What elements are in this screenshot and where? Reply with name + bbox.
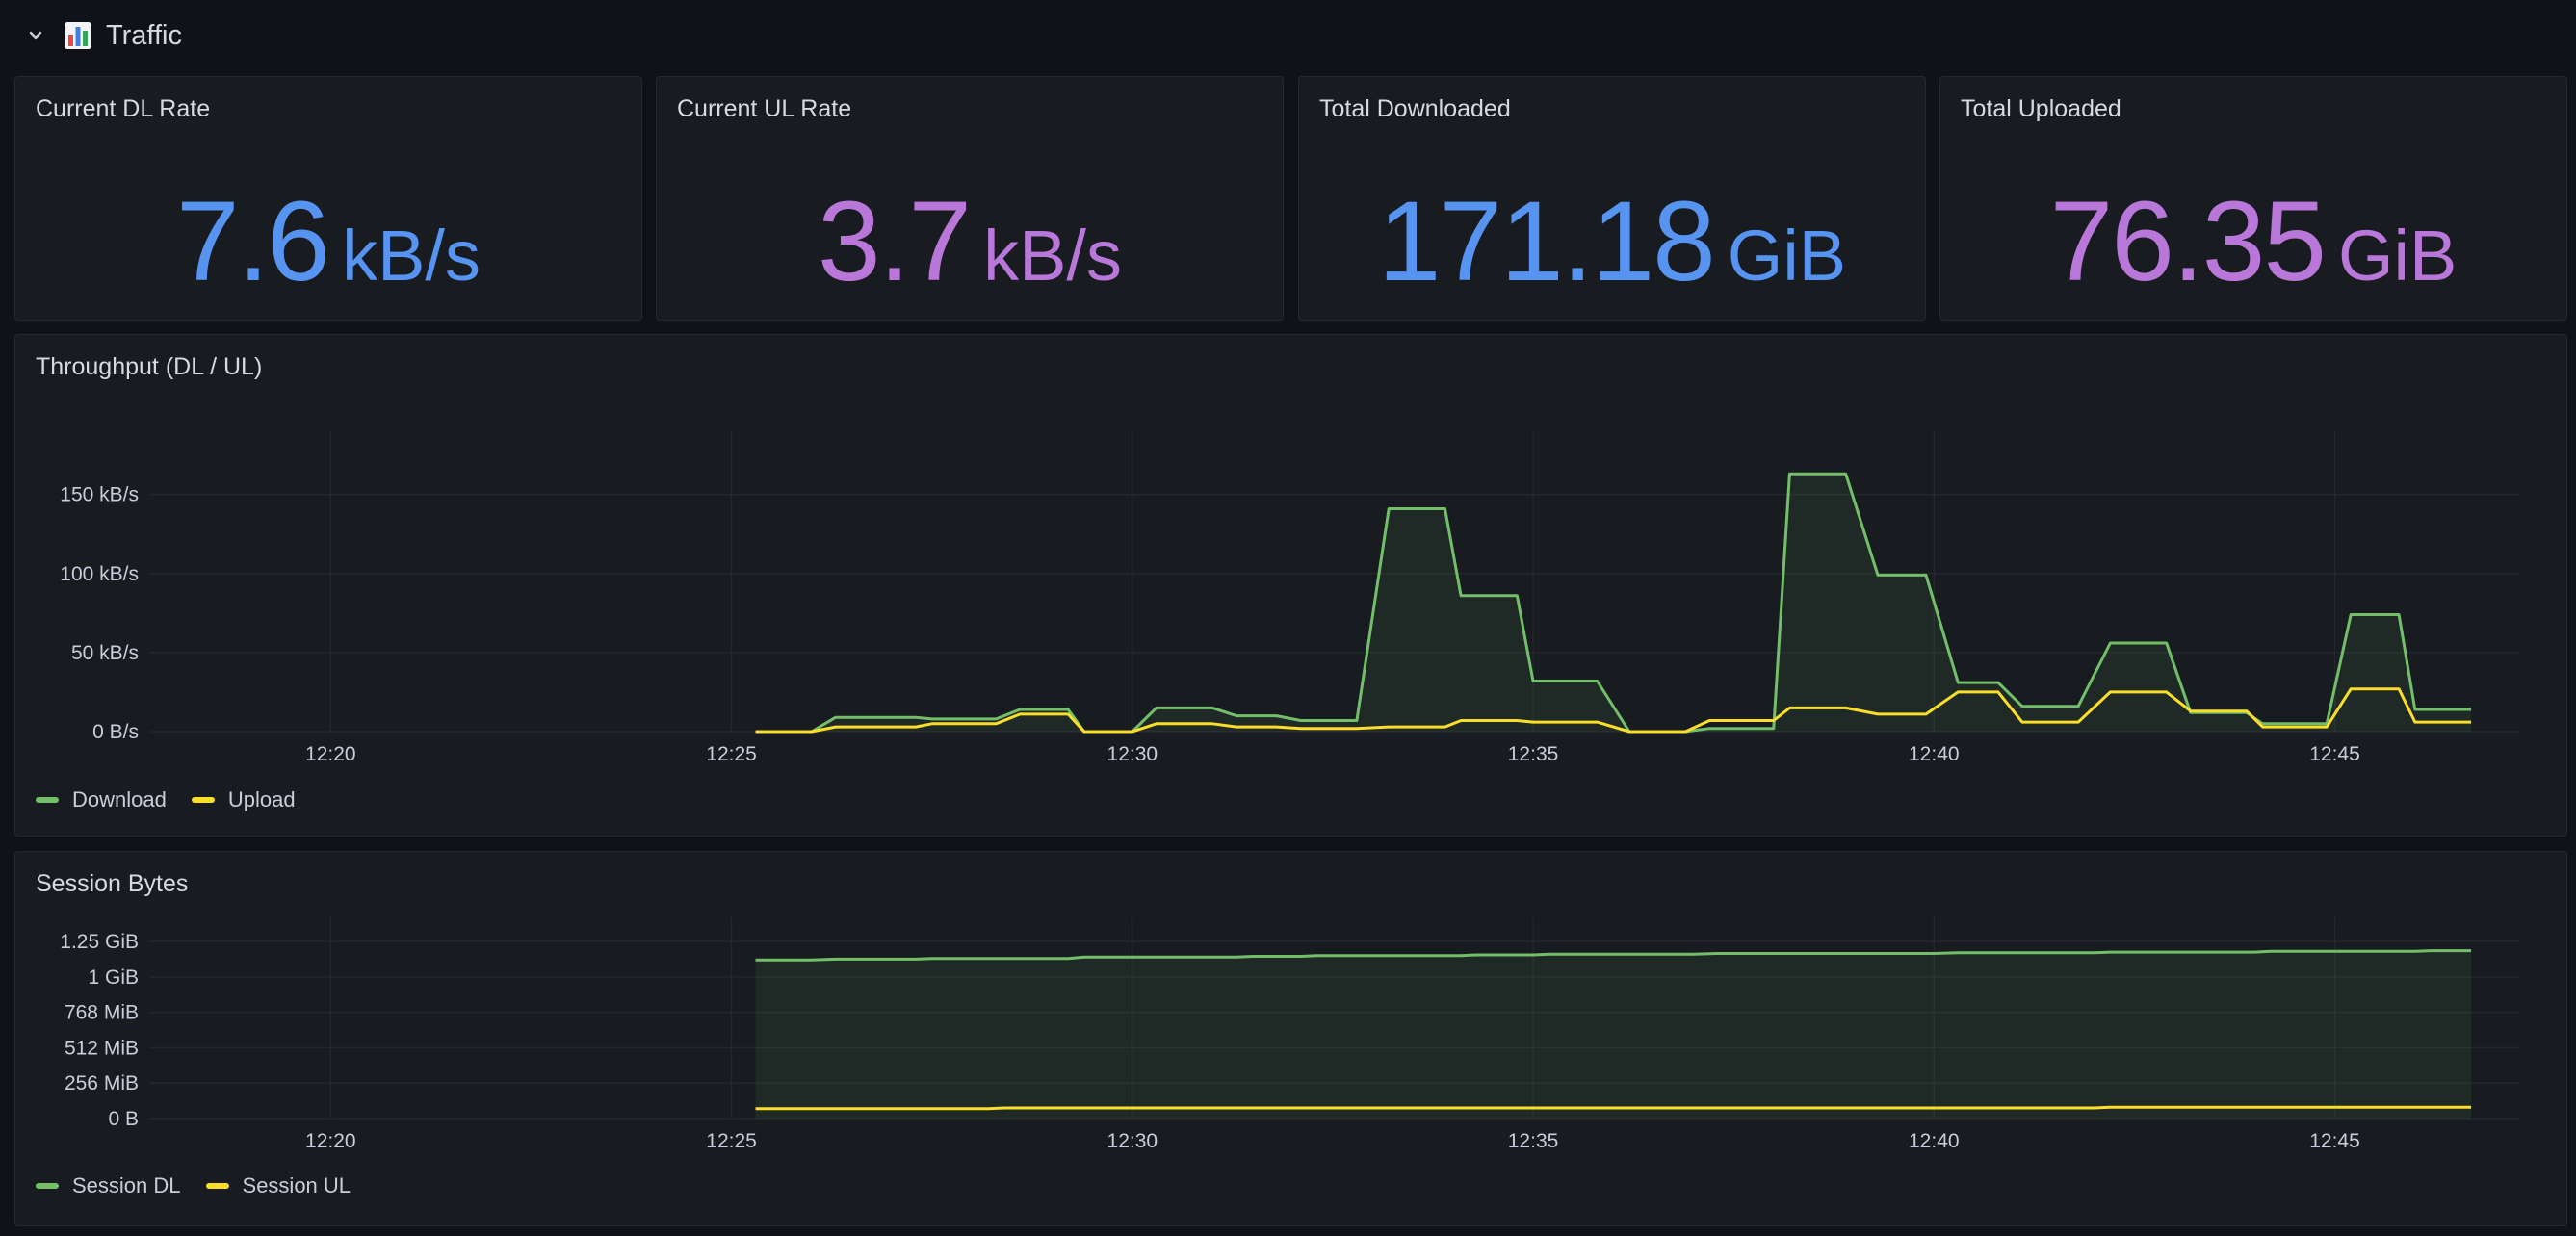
stat-panel-total-downloaded[interactable]: Total Downloaded 171.18 GiB bbox=[1298, 76, 1926, 321]
series-line-upload bbox=[755, 687, 2472, 734]
stat-unit: kB/s bbox=[983, 216, 1122, 296]
x-tick-label: 12:40 bbox=[1909, 1130, 1960, 1152]
x-tick-label: 12:40 bbox=[1909, 743, 1960, 765]
chevron-down-icon[interactable] bbox=[25, 25, 46, 46]
y-tick-label: 0 B/s bbox=[92, 721, 139, 743]
panel-title: Total Downloaded bbox=[1319, 95, 1511, 122]
stat-unit: GiB bbox=[2337, 216, 2458, 296]
x-tick-label: 12:25 bbox=[706, 743, 757, 765]
legend-label: Upload bbox=[227, 787, 296, 811]
x-tick-label: 12:20 bbox=[305, 1130, 356, 1152]
stat-value: 171.18 GiB bbox=[1299, 185, 1925, 298]
row-header[interactable]: Traffic bbox=[0, 0, 2576, 73]
session-bytes-chart[interactable]: 0 B 256 MiB 512 MiB 768 MiB 1 GiB 1.25 GiB 12:… bbox=[15, 852, 2568, 1227]
x-tick-label: 12:20 bbox=[305, 743, 356, 765]
y-tick-label: 1.25 GiB bbox=[60, 931, 139, 953]
legend-item-session-ul[interactable]: Session UL bbox=[205, 1173, 351, 1198]
legend-swatch bbox=[36, 797, 59, 803]
panel-title: Current UL Rate bbox=[677, 95, 852, 122]
panel-title: Current DL Rate bbox=[36, 95, 211, 122]
y-tick-label: 256 MiB bbox=[65, 1072, 139, 1094]
throughput-legend: Download Upload bbox=[36, 787, 321, 812]
legend-swatch bbox=[191, 797, 215, 803]
stat-value: 3.7 kB/s bbox=[657, 185, 1283, 298]
panel-title: Total Uploaded bbox=[1961, 95, 2121, 122]
series-line-download bbox=[755, 472, 2472, 734]
stat-panel-dl-rate[interactable]: Current DL Rate 7.6 kB/s bbox=[14, 76, 642, 321]
y-tick-label: 512 MiB bbox=[65, 1037, 139, 1059]
stat-value: 7.6 kB/s bbox=[15, 185, 641, 298]
series-line-session-ul bbox=[755, 1105, 2472, 1111]
row-title: Traffic bbox=[106, 20, 182, 51]
x-tick-label: 12:30 bbox=[1107, 743, 1158, 765]
panel-title: Throughput (DL / UL) bbox=[36, 353, 263, 380]
y-tick-label: 150 kB/s bbox=[60, 484, 139, 506]
series-area bbox=[755, 474, 2472, 732]
y-tick-label: 50 kB/s bbox=[71, 642, 139, 664]
x-tick-label: 12:35 bbox=[1508, 743, 1559, 765]
y-tick-label: 1 GiB bbox=[88, 966, 139, 989]
x-tick-label: 12:30 bbox=[1107, 1130, 1158, 1152]
legend-label: Session UL bbox=[242, 1173, 351, 1197]
stat-unit: GiB bbox=[1727, 216, 1847, 296]
legend-swatch bbox=[205, 1183, 229, 1189]
throughput-panel[interactable]: Throughput (DL / UL) 0 B/s 50 kB/s 100 kB/… bbox=[14, 334, 2567, 837]
legend-item-upload[interactable]: Upload bbox=[191, 787, 296, 812]
stat-panel-total-uploaded[interactable]: Total Uploaded 76.35 GiB bbox=[1939, 76, 2567, 321]
y-tick-label: 768 MiB bbox=[65, 1002, 139, 1024]
stat-number: 7.6 bbox=[176, 178, 330, 305]
panel-title: Session Bytes bbox=[36, 870, 189, 897]
throughput-chart[interactable]: 0 B/s 50 kB/s 100 kB/s 150 kB/s 12:20 12:25 12… bbox=[15, 335, 2568, 837]
legend-label: Download bbox=[72, 787, 167, 811]
session-bytes-panel[interactable]: Session Bytes 0 B 256 MiB 512 MiB 768 MiB 1 … bbox=[14, 851, 2567, 1226]
y-tick-label: 0 B bbox=[108, 1108, 139, 1130]
stat-number: 3.7 bbox=[818, 178, 972, 305]
stat-number: 171.18 bbox=[1377, 178, 1716, 305]
stat-panel-ul-rate[interactable]: Current UL Rate 3.7 kB/s bbox=[656, 76, 1284, 321]
series-area bbox=[755, 950, 2472, 1119]
x-tick-label: 12:35 bbox=[1508, 1130, 1559, 1152]
session-legend: Session DL Session UL bbox=[36, 1173, 376, 1198]
y-tick-label: 100 kB/s bbox=[60, 563, 139, 585]
x-tick-label: 12:45 bbox=[2309, 743, 2360, 765]
series-line-session-dl bbox=[755, 949, 2472, 962]
legend-item-download[interactable]: Download bbox=[36, 787, 167, 812]
bar-chart-icon bbox=[65, 22, 91, 49]
x-tick-label: 12:45 bbox=[2309, 1130, 2360, 1152]
legend-label: Session DL bbox=[72, 1173, 181, 1197]
legend-swatch bbox=[36, 1183, 59, 1189]
stat-value: 76.35 GiB bbox=[1940, 185, 2566, 298]
legend-item-session-dl[interactable]: Session DL bbox=[36, 1173, 181, 1198]
stat-unit: kB/s bbox=[342, 216, 481, 296]
x-tick-label: 12:25 bbox=[706, 1130, 757, 1152]
stat-number: 76.35 bbox=[2049, 178, 2327, 305]
